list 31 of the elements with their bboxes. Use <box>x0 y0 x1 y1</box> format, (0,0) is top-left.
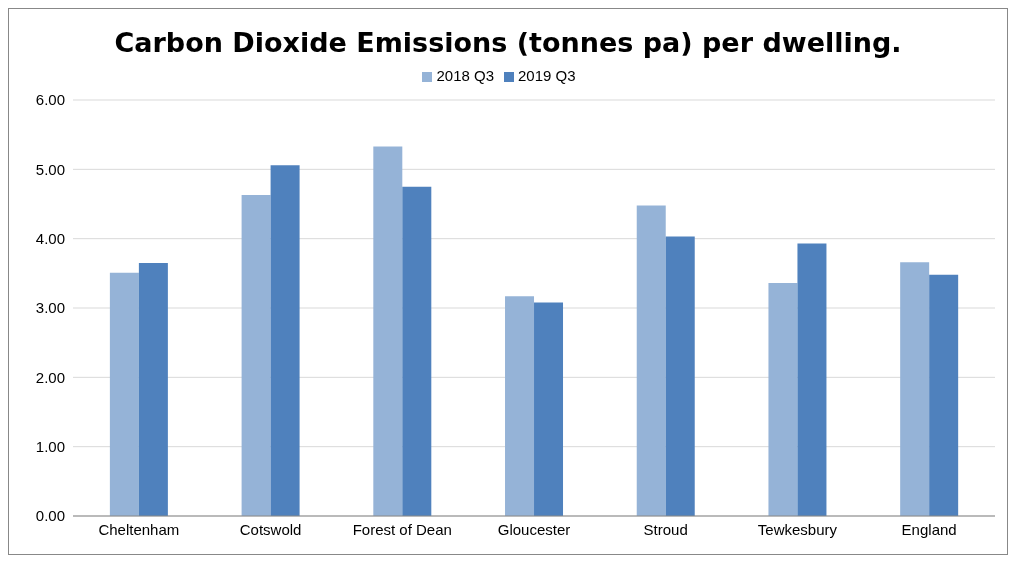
x-tick-label: Forest of Dean <box>352 520 452 538</box>
y-tick-label: 1.00 <box>35 437 65 455</box>
legend-label: 2018 Q3 <box>436 67 494 84</box>
bar <box>109 272 139 516</box>
y-tick-label: 2.00 <box>35 368 65 386</box>
x-tick-label: Tewkesbury <box>757 520 838 538</box>
bar <box>665 236 695 516</box>
bar <box>929 274 959 516</box>
bar <box>138 262 168 516</box>
y-tick-label: 4.00 <box>35 229 65 247</box>
chart-title: Carbon Dioxide Emissions (tonnes pa) per dwelling. <box>113 26 903 60</box>
y-tick-label: 0.00 <box>35 507 65 525</box>
x-tick-label: Gloucester <box>497 520 571 538</box>
y-tick-label: 3.00 <box>35 299 65 317</box>
bar <box>768 283 798 516</box>
bar <box>797 243 827 516</box>
y-tick-label: 5.00 <box>35 160 65 178</box>
bar <box>402 186 432 516</box>
bar <box>270 165 300 516</box>
bar <box>534 302 564 516</box>
bar <box>241 194 271 516</box>
bar <box>636 205 666 516</box>
x-tick-label: Cheltenham <box>98 520 180 538</box>
y-tick-label: 6.00 <box>35 91 65 109</box>
bar <box>373 146 403 516</box>
x-tick-label: Cotswold <box>239 520 302 538</box>
x-tick-label: England <box>901 520 957 538</box>
legend-label: 2019 Q3 <box>518 67 576 84</box>
bar <box>505 296 535 516</box>
bar <box>900 262 930 516</box>
x-tick-label: Stroud <box>643 520 688 538</box>
